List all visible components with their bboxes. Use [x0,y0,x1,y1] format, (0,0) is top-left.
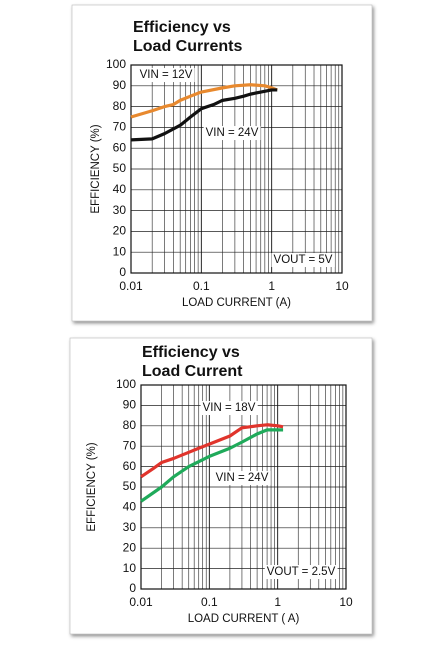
chart-card [71,4,373,322]
chart-title: Efficiency vs [142,344,240,361]
label-background [264,565,338,580]
y-tick-label: 100 [116,377,136,391]
series-label: VIN = 12V [140,69,193,81]
series-label: VIN = 18V [203,402,256,414]
series-label: VIN = 24V [206,127,259,139]
series-line [130,83,278,119]
y-tick-label: 80 [113,99,127,113]
chart-card [69,337,373,635]
y-tick-label: 10 [123,561,137,575]
series-label: VIN = 24V [216,472,269,484]
x-tick-label: 10 [339,595,353,609]
y-tick-label: 30 [113,203,127,217]
annotation: VOUT = 5V [274,254,333,266]
x-axis-label: LOAD CURRENT ( A) [188,613,300,625]
y-tick-label: 40 [113,182,127,196]
y-tick-label: 100 [106,57,126,71]
x-tick-label: 10 [335,279,349,293]
x-tick-label: 0.1 [193,279,210,293]
y-tick-label: 70 [123,438,137,452]
label-background [203,126,261,141]
y-tick-label: 40 [123,500,137,514]
y-tick-label: 90 [113,78,127,92]
plot-frame [130,64,343,274]
y-tick-label: 20 [113,224,127,238]
chart: Efficiency vs Load Currents 0 10 20 30 40 50 60 7… [71,4,373,322]
y-tick-label: 60 [123,459,137,473]
x-tick-label: 0.1 [201,595,218,609]
x-tick-label: 1 [274,595,281,609]
x-tick-label: 1 [268,279,275,293]
y-tick-label: 70 [113,120,127,134]
x-tick-label: 0.01 [129,595,153,609]
label-background [271,253,335,268]
y-tick-label: 90 [123,398,137,412]
label-background [200,401,258,416]
y-tick-label: 30 [123,520,137,534]
chart-title: Efficiency vs [133,19,231,36]
y-tick-label: 0 [129,581,136,595]
y-axis-label: EFFICIENCY (%) [86,442,98,531]
label-background [213,471,271,486]
y-tick-label: 50 [113,161,127,175]
annotation: VOUT = 2.5V [267,566,336,578]
label-background [137,68,195,83]
y-tick-label: 20 [123,540,137,554]
y-tick-label: 50 [123,479,137,493]
x-tick-label: 0.01 [119,279,143,293]
y-tick-label: 10 [113,244,127,258]
y-axis-label: EFFICIENCY (%) [90,124,102,213]
y-tick-label: 0 [119,265,126,279]
chart: Efficiency vs Load Current 0 10 20 30 40 50 60 70… [69,337,373,635]
chart-title: Load Currents [133,38,242,55]
y-tick-label: 80 [123,418,137,432]
x-axis-label: LOAD CURRENT (A) [182,297,291,309]
series-line [130,88,278,142]
series-line [140,428,284,503]
y-tick-label: 60 [113,140,127,154]
plot-frame [140,384,347,590]
chart-title: Load Current [142,363,243,380]
series-line [140,423,284,479]
